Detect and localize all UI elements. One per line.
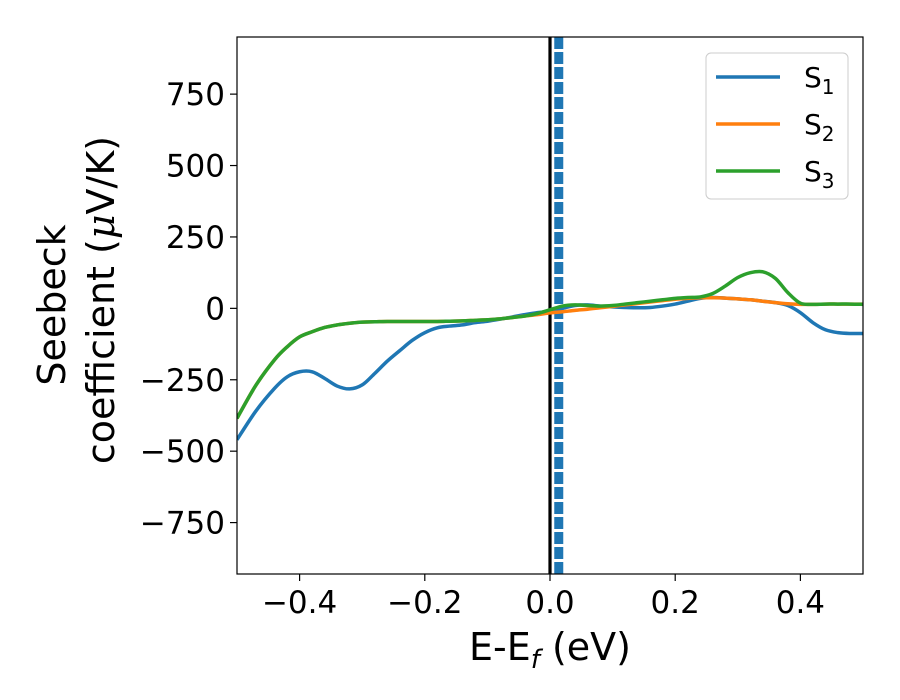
x-tick-label: 0.2 xyxy=(651,585,700,621)
x-axis-label: E-Ef (eV) xyxy=(469,625,631,675)
x-tick-label: −0.2 xyxy=(387,585,462,621)
y-axis-label-mu: μ xyxy=(79,214,123,239)
vertical-reference-lines xyxy=(548,37,564,574)
y-axis-ticks: 750 500 250 0 −250 −500 −750 xyxy=(140,77,237,542)
y-axis-label-post: V/K) xyxy=(79,136,123,215)
legend-label-s3: S3 xyxy=(804,155,835,193)
y-axis-label-line1: Seebeck xyxy=(30,224,74,385)
y-tick-label: −500 xyxy=(140,434,225,470)
legend-box xyxy=(705,52,849,200)
legend-label-s2: S2 xyxy=(804,108,835,146)
y-tick-label: 250 xyxy=(166,220,225,256)
series-line-s3 xyxy=(237,269,863,420)
x-tick-label: 0.4 xyxy=(776,585,825,621)
series-lines xyxy=(237,269,863,441)
y-tick-label: 0 xyxy=(205,291,225,327)
legend: S1 S2 S3 xyxy=(705,52,849,200)
y-tick-label: −750 xyxy=(140,506,225,542)
y-axis-label-pre: coefficient ( xyxy=(79,239,123,464)
x-axis-label-unit: (eV) xyxy=(540,625,631,669)
x-axis-ticks: −0.4 −0.2 0.0 0.2 0.4 xyxy=(262,574,825,621)
y-tick-label: −250 xyxy=(140,363,225,399)
x-tick-label: 0.0 xyxy=(525,585,574,621)
x-axis-label-main: E-E xyxy=(469,625,531,669)
x-tick-label: −0.4 xyxy=(262,585,337,621)
y-tick-label: 500 xyxy=(166,149,225,185)
legend-label-s1: S1 xyxy=(804,61,835,99)
y-tick-label: 750 xyxy=(166,77,225,113)
y-axis-label-line2: coefficient (μV/K) xyxy=(79,136,123,464)
